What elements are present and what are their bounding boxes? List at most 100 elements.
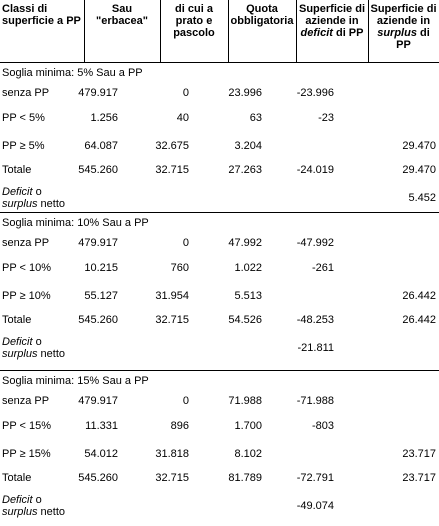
text-part: Superficie di aziende in [298,3,366,27]
text-part: o [32,336,42,348]
value-cell: 0 [182,236,189,249]
header-cell: Classi di superficie a PP [2,3,82,27]
column-divider [296,0,297,62]
row-label: PP ≥ 5% [2,139,45,152]
value-cell: 63 [249,111,262,124]
text-part: Quota obbligatoria [230,3,294,27]
value-cell: 23.717 [402,447,436,460]
value-cell: 479.917 [78,236,118,249]
value-cell: 5.513 [234,289,262,302]
text-part: Classi di superficie a PP [2,3,81,27]
value-cell: 54.012 [84,447,118,460]
text-part: o [32,186,42,198]
value-cell: 26.442 [402,313,436,326]
text-part: netto [37,198,65,210]
value-cell: 10.215 [84,261,118,274]
text-part: di PP [332,27,364,39]
header-rule [0,62,439,63]
row-label: PP ≥ 10% [2,289,51,302]
row-label: senza PP [2,86,50,99]
text-part: netto [37,506,65,518]
value-cell: 1.700 [234,419,262,432]
row-label: PP < 5% [2,111,45,124]
value-cell: -72.791 [296,471,334,484]
text-part: Deficit [2,186,33,198]
value-cell: -24.019 [296,163,334,176]
row-label: Totale [2,163,32,176]
value-cell: 55.127 [84,289,118,302]
section-title: Soglia minima: 15% Sau a PP [2,374,149,387]
value-cell: 8.102 [234,447,262,460]
row-label: Deficit o surplus netto [2,186,72,210]
row-label: senza PP [2,394,50,407]
section-rule [0,212,439,213]
column-divider [84,0,85,62]
value-cell: 26.442 [402,289,436,302]
value-cell: 64.087 [84,139,118,152]
column-divider [160,0,161,62]
value-cell: 5.452 [408,191,436,204]
section-rule [0,370,439,371]
value-cell: 0 [182,394,189,407]
value-cell: 23.996 [228,86,262,99]
row-label: Totale [2,313,32,326]
value-cell: -21.811 [297,341,335,354]
value-cell: 54.526 [228,313,262,326]
value-cell: -23.996 [296,86,334,99]
text-part: surplus [2,348,38,360]
header-cell: Superficie di aziende in surplus di PP [370,3,437,51]
row-label: PP < 10% [2,261,52,274]
value-cell: 545.260 [78,471,118,484]
value-cell: 27.263 [228,163,262,176]
text-part: surplus [2,198,38,210]
value-cell: 32.715 [155,163,189,176]
value-cell: 896 [170,419,189,432]
value-cell: 32.675 [155,139,189,152]
value-cell: -23 [318,111,334,124]
row-label: PP < 15% [2,419,52,432]
text-part: o [32,494,42,506]
value-cell: 29.470 [402,163,436,176]
value-cell: 81.789 [228,471,262,484]
text-part: Deficit [2,336,33,348]
value-cell: 32.715 [155,313,189,326]
value-cell: 32.715 [155,471,189,484]
text-part: Deficit [2,494,33,506]
text-part: di cui a prato e pascolo [173,3,215,39]
value-cell: 23.717 [402,471,436,484]
value-cell: 31.818 [155,447,189,460]
header-cell: Superficie di aziende in deficit di PP [298,3,366,39]
column-divider [228,0,229,62]
section-title: Soglia minima: 10% Sau a PP [2,216,149,229]
section-title: Soglia minima: 5% Sau a PP [2,66,143,79]
column-divider [368,0,369,62]
value-cell: 1.022 [234,261,262,274]
row-label: senza PP [2,236,50,249]
text-part: di PP [396,27,430,51]
value-cell: 47.992 [228,236,262,249]
value-cell: 545.260 [78,313,118,326]
value-cell: 71.988 [228,394,262,407]
value-cell: -71.988 [296,394,334,407]
value-cell: 29.470 [402,139,436,152]
row-label: Deficit o surplus netto [2,336,72,360]
value-cell: 479.917 [78,86,118,99]
value-cell: -261 [311,261,334,274]
text-part: netto [37,348,65,360]
text-part: Superficie di aziende in [370,3,437,27]
value-cell: 1.256 [90,111,118,124]
text-part: surplus [2,506,38,518]
value-cell: 760 [170,261,189,274]
value-cell: -48.253 [296,313,334,326]
value-cell: 479.917 [78,394,118,407]
value-cell: 545.260 [78,163,118,176]
text-part: deficit [300,27,333,39]
value-cell: 11.331 [85,419,118,432]
row-label: Totale [2,471,32,484]
text-part: surplus [377,27,417,39]
value-cell: 31.954 [155,289,189,302]
value-cell: -803 [311,419,334,432]
value-cell: -49.074 [296,499,334,512]
header-cell: Sau "erbacea" [86,3,158,27]
